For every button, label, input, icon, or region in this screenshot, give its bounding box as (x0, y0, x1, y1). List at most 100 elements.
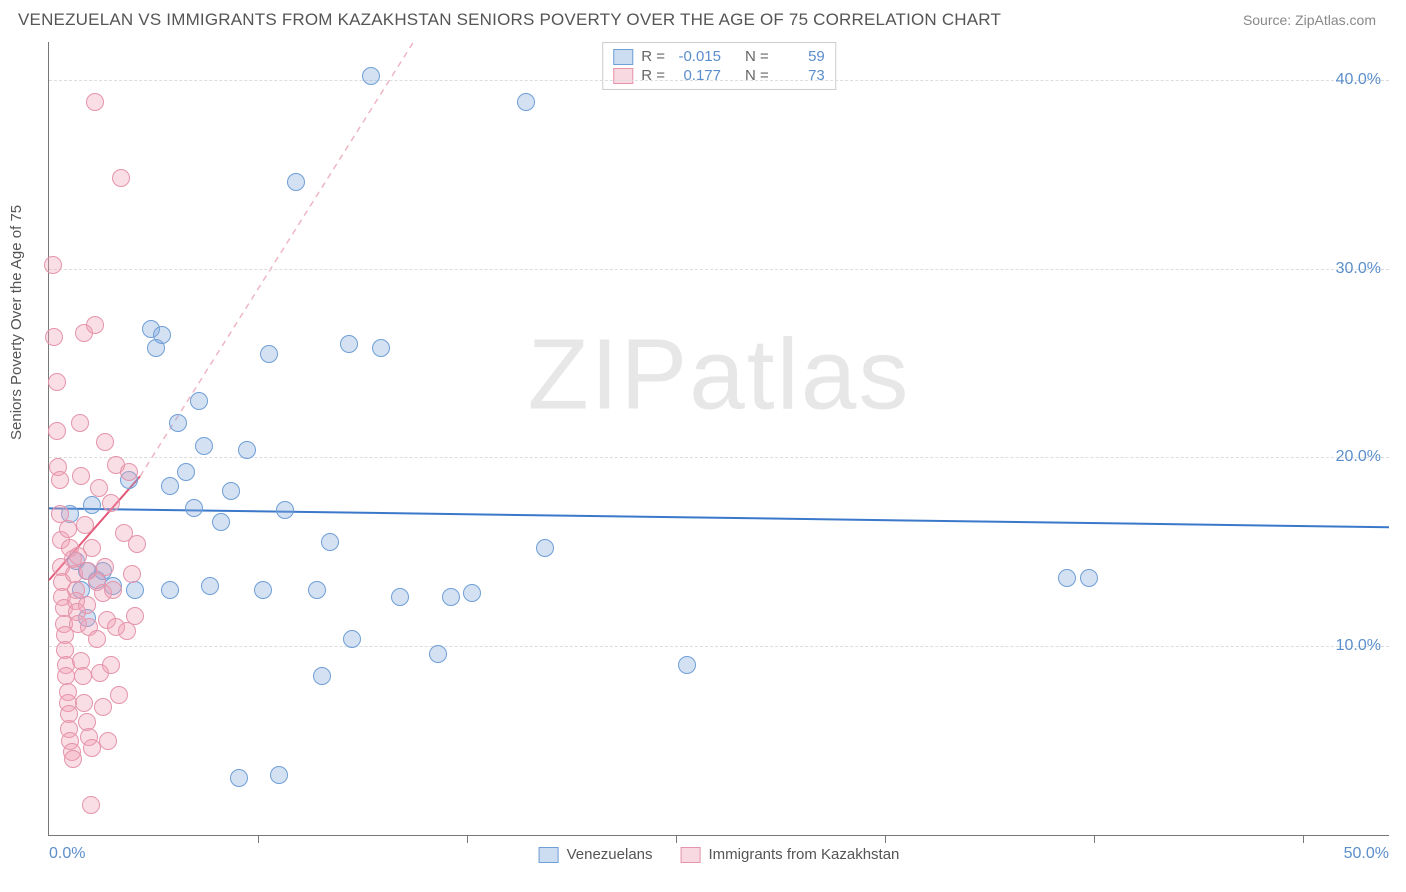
xtick-mark (1303, 835, 1304, 843)
data-point (88, 630, 106, 648)
data-point (260, 345, 278, 363)
data-point (287, 173, 305, 191)
data-point (44, 256, 62, 274)
data-point (321, 533, 339, 551)
data-point (102, 494, 120, 512)
data-point (96, 433, 114, 451)
xtick-mark (676, 835, 677, 843)
data-point (161, 477, 179, 495)
y-axis-label: Seniors Poverty Over the Age of 75 (8, 205, 25, 440)
data-point (112, 169, 130, 187)
data-point (72, 467, 90, 485)
data-point (308, 581, 326, 599)
r-value-venezuelans: -0.015 (673, 48, 721, 65)
ytick-label: 40.0% (1336, 71, 1381, 89)
data-point (201, 577, 219, 595)
data-point (102, 656, 120, 674)
gridline-h (49, 269, 1389, 270)
chart-title: VENEZUELAN VS IMMIGRANTS FROM KAZAKHSTAN… (18, 10, 1001, 30)
data-point (1080, 569, 1098, 587)
data-point (51, 471, 69, 489)
data-point (86, 316, 104, 334)
data-point (128, 535, 146, 553)
data-point (126, 607, 144, 625)
chart-header: VENEZUELAN VS IMMIGRANTS FROM KAZAKHSTAN… (0, 0, 1406, 34)
data-point (463, 584, 481, 602)
series-legend: Venezuelans Immigrants from Kazakhstan (539, 846, 900, 863)
data-point (94, 698, 112, 716)
data-point (230, 769, 248, 787)
data-point (372, 339, 390, 357)
data-point (195, 437, 213, 455)
legend-item: Immigrants from Kazakhstan (681, 846, 900, 863)
swatch-kazakhstan (681, 847, 701, 863)
scatter-chart: ZIPatlas R = -0.015 N = 59 R = 0.177 N =… (48, 42, 1389, 836)
data-point (343, 630, 361, 648)
r-value-kazakhstan: 0.177 (673, 67, 721, 84)
data-point (442, 588, 460, 606)
data-point (82, 796, 100, 814)
data-point (340, 335, 358, 353)
data-point (678, 656, 696, 674)
ytick-label: 10.0% (1336, 637, 1381, 655)
ytick-label: 30.0% (1336, 260, 1381, 278)
swatch-kazakhstan (613, 68, 633, 84)
xtick-label: 50.0% (1344, 845, 1389, 863)
data-point (48, 422, 66, 440)
swatch-venezuelans (539, 847, 559, 863)
data-point (71, 414, 89, 432)
data-point (276, 501, 294, 519)
data-point (362, 67, 380, 85)
data-point (64, 750, 82, 768)
data-point (536, 539, 554, 557)
xtick-mark (1094, 835, 1095, 843)
data-point (238, 441, 256, 459)
data-point (190, 392, 208, 410)
data-point (99, 732, 117, 750)
data-point (517, 93, 535, 111)
data-point (123, 565, 141, 583)
n-value-kazakhstan: 73 (777, 67, 825, 84)
data-point (185, 499, 203, 517)
data-point (161, 581, 179, 599)
data-point (429, 645, 447, 663)
data-point (104, 581, 122, 599)
legend-item: Venezuelans (539, 846, 653, 863)
data-point (270, 766, 288, 784)
legend-row: R = 0.177 N = 73 (613, 66, 825, 85)
data-point (110, 686, 128, 704)
xtick-mark (467, 835, 468, 843)
xtick-mark (885, 835, 886, 843)
data-point (391, 588, 409, 606)
data-point (177, 463, 195, 481)
data-point (45, 328, 63, 346)
legend-row: R = -0.015 N = 59 (613, 47, 825, 66)
correlation-legend: R = -0.015 N = 59 R = 0.177 N = 73 (602, 42, 836, 90)
data-point (212, 513, 230, 531)
data-point (86, 93, 104, 111)
data-point (83, 496, 101, 514)
data-point (126, 581, 144, 599)
data-point (313, 667, 331, 685)
data-point (83, 539, 101, 557)
data-point (59, 520, 77, 538)
gridline-h (49, 646, 1389, 647)
xtick-label: 0.0% (49, 845, 85, 863)
data-point (74, 667, 92, 685)
data-point (254, 581, 272, 599)
data-point (1058, 569, 1076, 587)
ytick-label: 20.0% (1336, 448, 1381, 466)
data-point (153, 326, 171, 344)
data-point (78, 596, 96, 614)
xtick-mark (258, 835, 259, 843)
chart-source: Source: ZipAtlas.com (1243, 12, 1376, 28)
data-point (120, 463, 138, 481)
data-point (169, 414, 187, 432)
data-point (76, 516, 94, 534)
n-value-venezuelans: 59 (777, 48, 825, 65)
gridline-h (49, 80, 1389, 81)
regression-lines (49, 42, 1389, 835)
data-point (75, 694, 93, 712)
data-point (96, 558, 114, 576)
data-point (48, 373, 66, 391)
